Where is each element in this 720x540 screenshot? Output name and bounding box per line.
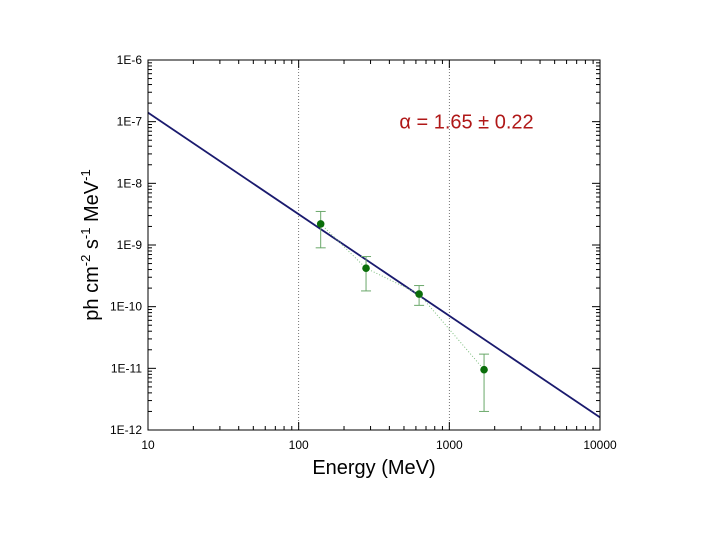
plot-area [148,60,600,430]
data-point [480,365,488,374]
y-axis-title-exponent: -1 [78,228,93,240]
y-axis-title-part: s [81,239,103,255]
x-tick-label: 100 [289,438,309,452]
fit-line [147,111,601,419]
data-point [362,264,370,273]
data-point [415,290,423,298]
data-point [316,220,325,228]
annotation-layer: α = 1.65 ± 0.22 [399,112,533,134]
data-layer [315,210,490,412]
y-axis-title-part: MeV [81,180,103,227]
y-axis-title-exponent: -2 [78,255,93,267]
y-tick-label: 1E-7 [117,115,143,129]
y-axis-title: ph cm-2 s-1 MeV-1 [78,169,103,320]
fit-layer [147,111,601,419]
y-tick-label: 1E-6 [117,53,143,67]
y-axis-title-part: ph cm [81,266,103,320]
x-tick-label: 1000 [436,438,463,452]
y-axis-title-exponent: -1 [78,169,93,181]
y-tick-label: 1E-10 [110,300,142,314]
x-axis-title: Energy (MeV) [312,457,435,479]
y-tick-label: 1E-12 [110,423,142,437]
axis-layer: 10 100 1000 10000 1E-12 1E-11 1E-10 1E-9 1E-8 1E-… [110,53,617,452]
alpha-annotation: α = 1.65 ± 0.22 [399,112,533,134]
y-tick-label: 1E-11 [111,361,142,375]
y-tick-label: 1E-8 [117,176,143,190]
y-tick-label: 1E-9 [117,238,143,252]
x-tick-label: 10000 [583,438,617,452]
x-tick-label: 10 [141,438,155,452]
